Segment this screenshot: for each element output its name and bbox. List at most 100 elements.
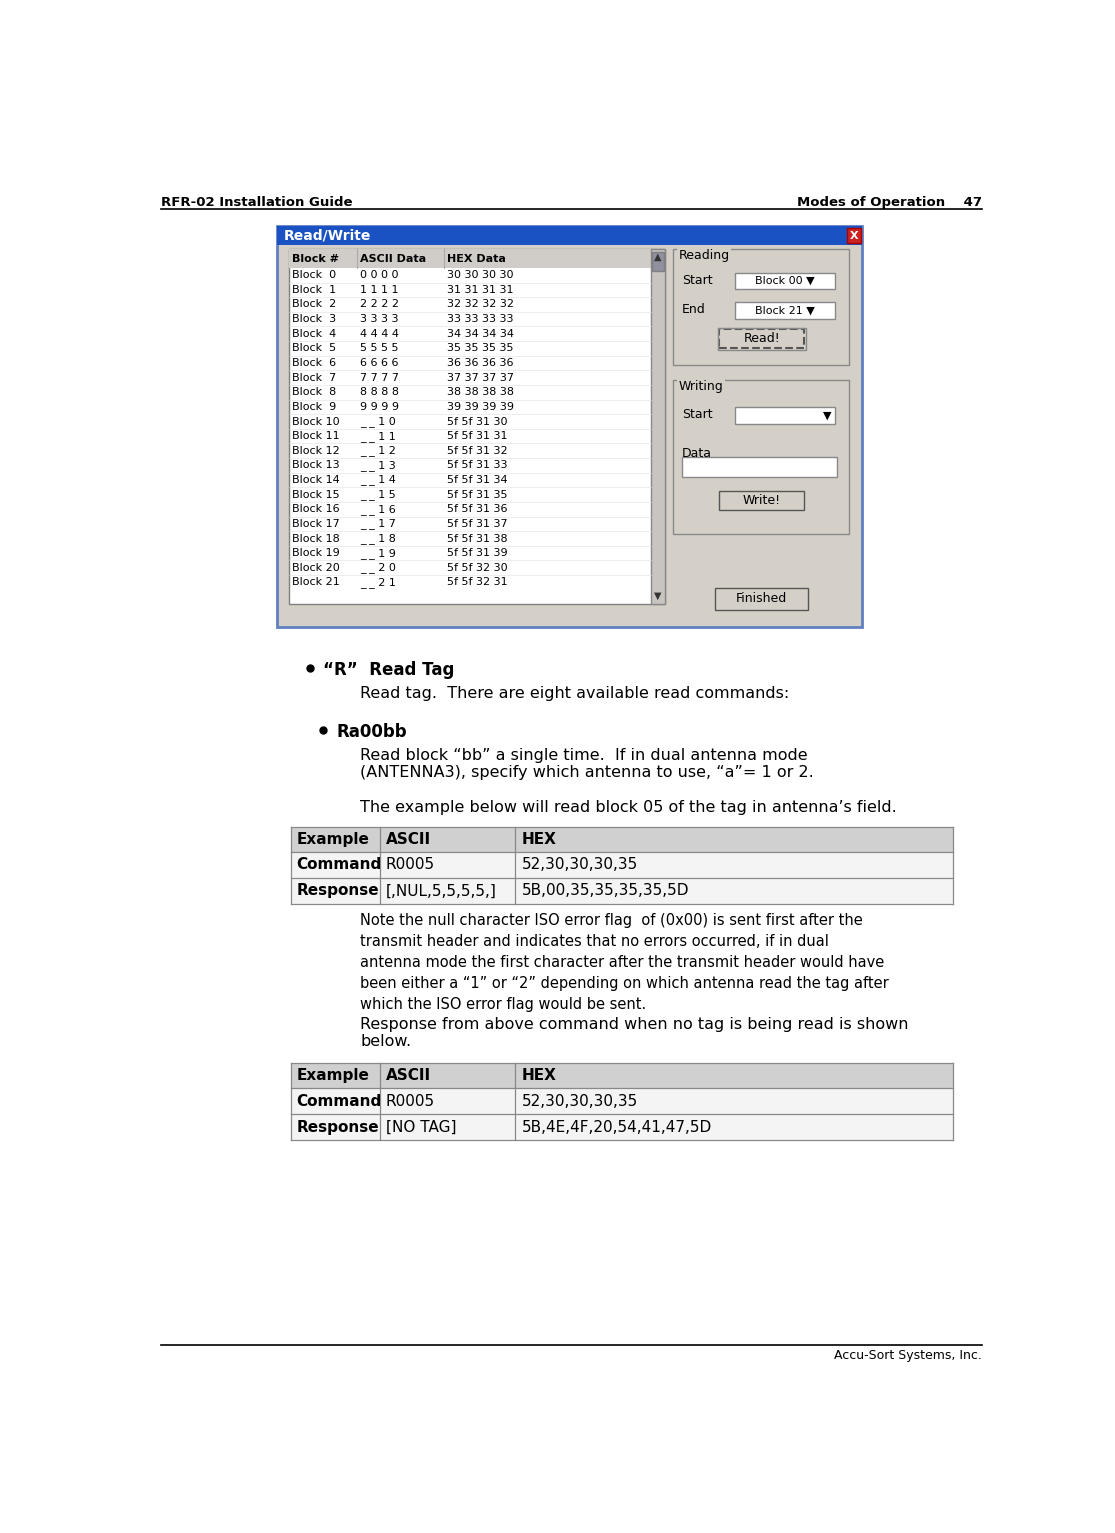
Text: _ _ 2 0: _ _ 2 0 [360, 563, 396, 573]
Text: Block 14: Block 14 [292, 475, 340, 484]
Text: Accu-Sort Systems, Inc.: Accu-Sort Systems, Inc. [834, 1349, 982, 1361]
Bar [719, 330, 804, 348]
Text: 1 1 1 1: 1 1 1 1 [360, 285, 399, 294]
Text: Block  5: Block 5 [292, 343, 337, 353]
Text: 33 33 33 33: 33 33 33 33 [447, 314, 514, 323]
Text: _ _ 1 6: _ _ 1 6 [360, 504, 396, 515]
Text: Example: Example [297, 1069, 369, 1084]
Text: Block 00 ▼: Block 00 ▼ [755, 276, 815, 287]
Text: 36 36 36 36: 36 36 36 36 [447, 359, 514, 368]
Text: Start: Start [682, 274, 712, 287]
Text: _ _ 1 2: _ _ 1 2 [360, 445, 396, 457]
Text: _ _ 1 3: _ _ 1 3 [360, 460, 396, 471]
Text: 5f 5f 31 37: 5f 5f 31 37 [447, 518, 507, 529]
Text: HEX: HEX [522, 1069, 556, 1084]
Text: ASCII: ASCII [386, 832, 432, 846]
Text: Block  0: Block 0 [292, 270, 337, 281]
Text: End: End [682, 304, 706, 316]
Text: 5f 5f 32 30: 5f 5f 32 30 [447, 563, 507, 573]
Text: _ _ 1 9: _ _ 1 9 [360, 547, 396, 558]
Text: 52,30,30,30,35: 52,30,30,30,35 [522, 1093, 638, 1108]
Bar [735, 408, 835, 425]
Text: 31 31 31 31: 31 31 31 31 [447, 285, 514, 294]
Text: X: X [850, 230, 859, 241]
Text: _ _ 1 8: _ _ 1 8 [360, 533, 396, 544]
Text: Example: Example [297, 832, 369, 846]
Text: Note the null character ISO error flag  of (0x00) is sent first after the
transm: Note the null character ISO error flag o… [360, 914, 889, 1012]
Text: 38 38 38 38: 38 38 38 38 [447, 388, 514, 397]
Bar [291, 851, 953, 878]
Text: _ _ 1 5: _ _ 1 5 [360, 489, 396, 500]
Text: Block 20: Block 20 [292, 563, 340, 573]
Text: _ _ 1 7: _ _ 1 7 [360, 518, 396, 529]
Text: Command: Command [297, 857, 382, 872]
Text: Response: Response [297, 883, 379, 898]
Text: Block 11: Block 11 [292, 431, 340, 442]
Text: Block 13: Block 13 [292, 460, 340, 471]
FancyBboxPatch shape [672, 380, 850, 535]
Bar [278, 227, 862, 627]
Text: ▼: ▼ [823, 411, 832, 420]
Text: _ _ 1 4: _ _ 1 4 [360, 475, 396, 486]
Bar [651, 251, 665, 271]
Text: ▼: ▼ [655, 590, 661, 601]
Text: HEX Data: HEX Data [447, 253, 506, 264]
Text: The example below will read block 05 of the tag in antenna’s field.: The example below will read block 05 of … [360, 800, 896, 816]
Text: Write!: Write! [743, 494, 780, 507]
Bar [718, 328, 806, 350]
Bar [291, 878, 953, 904]
Text: 5f 5f 31 38: 5f 5f 31 38 [447, 533, 507, 544]
Text: 0 0 0 0: 0 0 0 0 [360, 270, 399, 281]
Text: 5f 5f 31 31: 5f 5f 31 31 [447, 431, 507, 442]
Bar [651, 250, 665, 604]
Bar [719, 491, 804, 509]
Text: ▲: ▲ [655, 251, 661, 262]
Bar [291, 1064, 953, 1088]
Text: 5f 5f 32 31: 5f 5f 32 31 [447, 578, 507, 587]
Text: _ _ 2 1: _ _ 2 1 [360, 576, 396, 587]
Bar [715, 589, 808, 610]
Text: 5f 5f 31 33: 5f 5f 31 33 [447, 460, 507, 471]
Text: Block  6: Block 6 [292, 359, 337, 368]
Bar [847, 228, 861, 244]
Text: Read/Write: Read/Write [283, 228, 371, 242]
Text: Start: Start [682, 408, 712, 422]
Text: Finished: Finished [736, 592, 787, 606]
Text: [,NUL,5,5,5,5,]: [,NUL,5,5,5,5,] [386, 883, 496, 898]
Text: R0005: R0005 [386, 1093, 435, 1108]
Text: [NO TAG]: [NO TAG] [386, 1119, 456, 1134]
Text: 32 32 32 32: 32 32 32 32 [447, 299, 514, 310]
Bar [289, 250, 665, 604]
Text: 34 34 34 34: 34 34 34 34 [447, 328, 514, 339]
Text: Block 21 ▼: Block 21 ▼ [755, 305, 815, 316]
Text: 3 3 3 3: 3 3 3 3 [360, 314, 399, 323]
Text: 4 4 4 4: 4 4 4 4 [360, 328, 399, 339]
Bar [291, 1114, 953, 1141]
Text: Reading: Reading [679, 248, 730, 262]
Text: Read block “bb” a single time.  If in dual antenna mode
(ANTENNA3), specify whic: Read block “bb” a single time. If in dua… [360, 748, 814, 780]
Text: Response: Response [297, 1119, 379, 1134]
Text: 30 30 30 30: 30 30 30 30 [447, 270, 514, 281]
Bar [278, 227, 862, 245]
Text: “R”  Read Tag: “R” Read Tag [323, 661, 455, 679]
Text: Block  4: Block 4 [292, 328, 337, 339]
Text: Block  8: Block 8 [292, 388, 337, 397]
Text: 5f 5f 31 32: 5f 5f 31 32 [447, 446, 507, 455]
Text: Block 12: Block 12 [292, 446, 340, 455]
Text: HEX: HEX [522, 832, 556, 846]
Text: Read!: Read! [744, 333, 780, 345]
Text: 5 5 5 5: 5 5 5 5 [360, 343, 399, 353]
Text: Block  9: Block 9 [292, 402, 337, 412]
Text: 8 8 8 8: 8 8 8 8 [360, 388, 399, 397]
Text: Block 17: Block 17 [292, 518, 340, 529]
Text: Block 18: Block 18 [292, 533, 340, 544]
Text: 39 39 39 39: 39 39 39 39 [447, 402, 514, 412]
Text: _ _ 1 1: _ _ 1 1 [360, 431, 396, 442]
Text: Data: Data [682, 448, 711, 460]
Text: 5B,4E,4F,20,54,41,47,5D: 5B,4E,4F,20,54,41,47,5D [522, 1119, 711, 1134]
Text: Block  3: Block 3 [292, 314, 337, 323]
Text: 2 2 2 2: 2 2 2 2 [360, 299, 399, 310]
Text: Block  2: Block 2 [292, 299, 337, 310]
Text: Modes of Operation    47: Modes of Operation 47 [797, 196, 982, 208]
Text: R0005: R0005 [386, 857, 435, 872]
